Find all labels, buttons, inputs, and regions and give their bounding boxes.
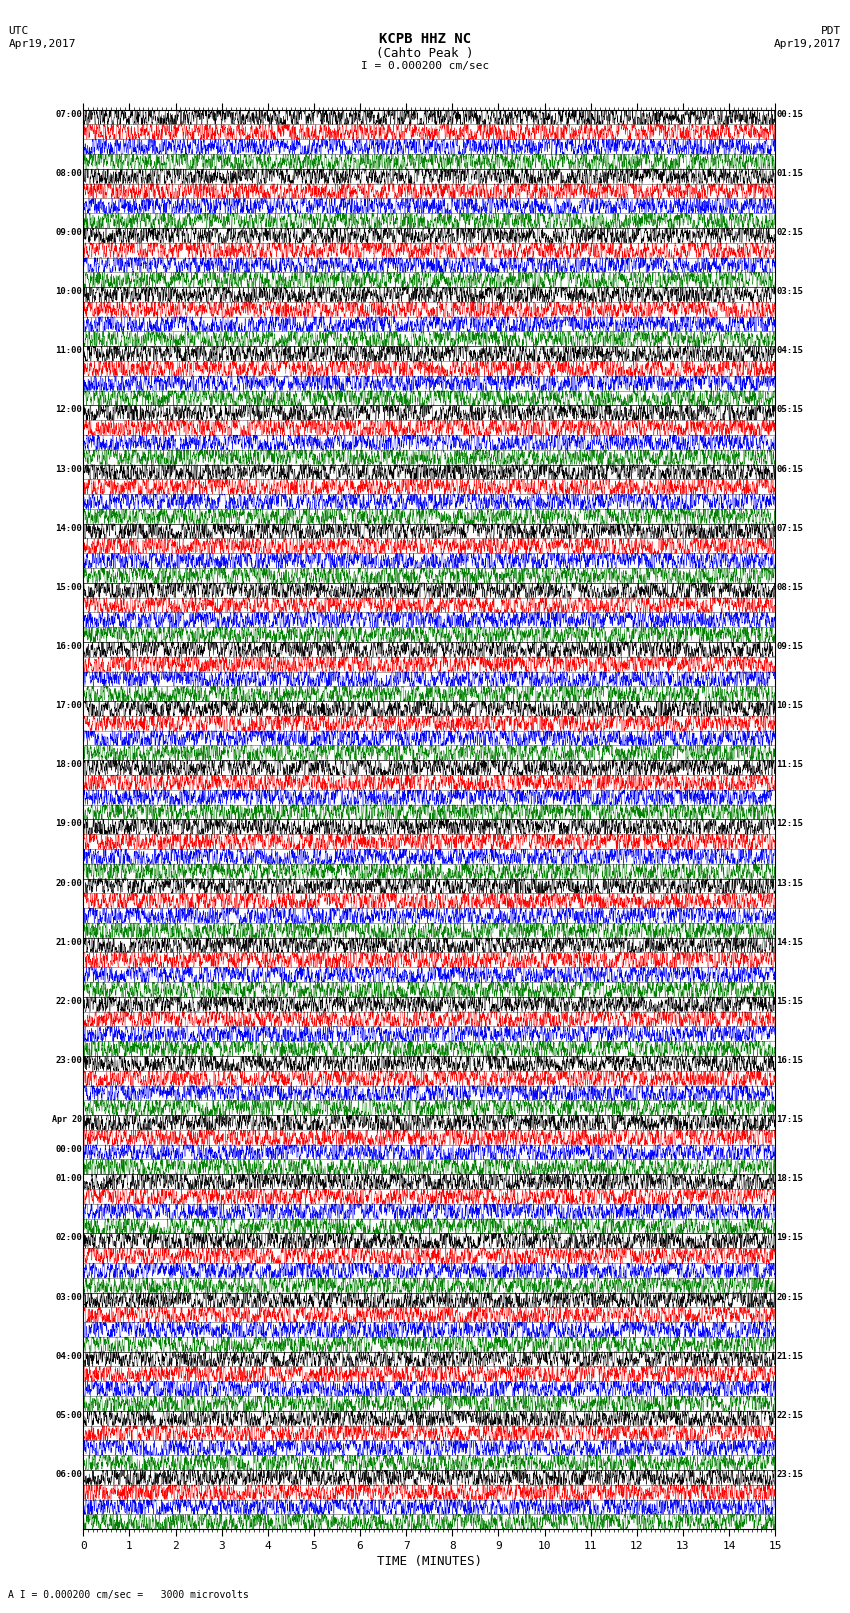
Text: Apr19,2017: Apr19,2017 — [8, 39, 76, 48]
Text: 13:15: 13:15 — [777, 879, 803, 887]
Text: 03:15: 03:15 — [777, 287, 803, 297]
Text: 22:15: 22:15 — [777, 1411, 803, 1419]
Text: 11:00: 11:00 — [55, 347, 82, 355]
Text: UTC: UTC — [8, 26, 29, 35]
Text: 13:00: 13:00 — [55, 465, 82, 474]
Text: 16:00: 16:00 — [55, 642, 82, 652]
Text: 11:15: 11:15 — [777, 760, 803, 769]
Text: 10:15: 10:15 — [777, 702, 803, 710]
Text: 00:00: 00:00 — [55, 1145, 82, 1153]
Text: 16:15: 16:15 — [777, 1057, 803, 1065]
Text: 21:00: 21:00 — [55, 937, 82, 947]
X-axis label: TIME (MINUTES): TIME (MINUTES) — [377, 1555, 482, 1568]
Text: 18:00: 18:00 — [55, 760, 82, 769]
Text: Apr19,2017: Apr19,2017 — [774, 39, 842, 48]
Text: 01:15: 01:15 — [777, 169, 803, 177]
Text: 08:15: 08:15 — [777, 582, 803, 592]
Text: 10:00: 10:00 — [55, 287, 82, 297]
Text: 20:15: 20:15 — [777, 1292, 803, 1302]
Text: 09:15: 09:15 — [777, 642, 803, 652]
Text: 19:15: 19:15 — [777, 1234, 803, 1242]
Text: I = 0.000200 cm/sec: I = 0.000200 cm/sec — [361, 61, 489, 71]
Text: 02:00: 02:00 — [55, 1234, 82, 1242]
Text: KCPB HHZ NC: KCPB HHZ NC — [379, 32, 471, 47]
Text: 00:15: 00:15 — [777, 110, 803, 119]
Text: Apr 20: Apr 20 — [52, 1115, 82, 1124]
Text: 14:00: 14:00 — [55, 524, 82, 532]
Text: 12:00: 12:00 — [55, 405, 82, 415]
Text: (Cahto Peak ): (Cahto Peak ) — [377, 47, 473, 60]
Text: 22:00: 22:00 — [55, 997, 82, 1007]
Text: 19:00: 19:00 — [55, 819, 82, 829]
Text: 06:15: 06:15 — [777, 465, 803, 474]
Text: 20:00: 20:00 — [55, 879, 82, 887]
Text: 12:15: 12:15 — [777, 819, 803, 829]
Text: 04:15: 04:15 — [777, 347, 803, 355]
Text: 08:00: 08:00 — [55, 169, 82, 177]
Text: 18:15: 18:15 — [777, 1174, 803, 1184]
Text: 23:15: 23:15 — [777, 1469, 803, 1479]
Text: 01:00: 01:00 — [55, 1174, 82, 1184]
Text: PDT: PDT — [821, 26, 842, 35]
Text: 02:15: 02:15 — [777, 227, 803, 237]
Text: 23:00: 23:00 — [55, 1057, 82, 1065]
Text: 05:00: 05:00 — [55, 1411, 82, 1419]
Text: 17:15: 17:15 — [777, 1115, 803, 1124]
Text: 15:00: 15:00 — [55, 582, 82, 592]
Text: 03:00: 03:00 — [55, 1292, 82, 1302]
Text: 17:00: 17:00 — [55, 702, 82, 710]
Text: 15:15: 15:15 — [777, 997, 803, 1007]
Text: 21:15: 21:15 — [777, 1352, 803, 1361]
Text: 09:00: 09:00 — [55, 227, 82, 237]
Text: 14:15: 14:15 — [777, 937, 803, 947]
Text: 07:00: 07:00 — [55, 110, 82, 119]
Text: 05:15: 05:15 — [777, 405, 803, 415]
Text: 04:00: 04:00 — [55, 1352, 82, 1361]
Text: 06:00: 06:00 — [55, 1469, 82, 1479]
Text: A I = 0.000200 cm/sec =   3000 microvolts: A I = 0.000200 cm/sec = 3000 microvolts — [8, 1590, 249, 1600]
Text: 07:15: 07:15 — [777, 524, 803, 532]
